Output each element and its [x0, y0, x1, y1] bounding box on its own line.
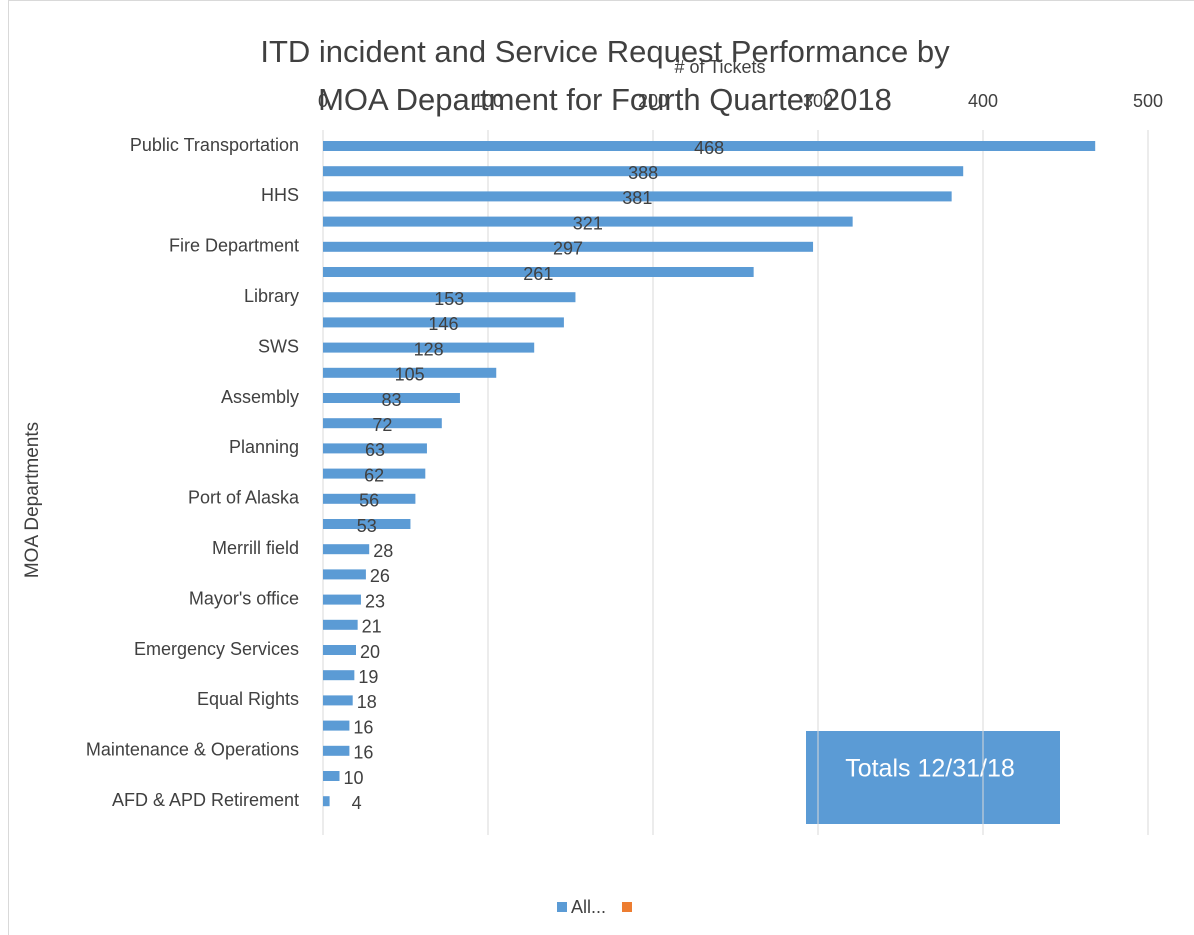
bar — [323, 166, 964, 177]
bar — [323, 393, 460, 403]
x-tick-label: 500 — [1133, 91, 1163, 111]
x-tick-label: 400 — [968, 91, 998, 111]
data-label: 21 — [362, 617, 382, 637]
y-tick-label: Library — [244, 286, 299, 306]
data-label: 297 — [553, 239, 583, 259]
bar — [323, 267, 754, 277]
y-tick-label: Maintenance & Operations — [86, 740, 299, 760]
data-label: 83 — [381, 390, 401, 410]
bar — [323, 418, 442, 429]
legend-swatch — [622, 902, 632, 912]
x-axis-label: # of Tickets — [674, 57, 765, 77]
bar — [323, 443, 427, 454]
bar — [323, 544, 370, 555]
bar — [323, 771, 340, 781]
y-tick-label: AFD & APD Retirement — [112, 790, 299, 810]
bar — [323, 594, 361, 605]
bar — [323, 141, 1096, 151]
bar — [323, 569, 366, 580]
data-label: 16 — [353, 717, 373, 737]
chart-title: ITD incident and Service Request Perform… — [260, 34, 950, 117]
bar — [323, 670, 355, 681]
data-label: 388 — [628, 163, 658, 183]
annotation-box — [806, 731, 1060, 824]
chart-frame — [8, 0, 1194, 935]
x-tick-label: 300 — [803, 91, 833, 111]
bar — [323, 645, 356, 655]
data-label: 16 — [353, 743, 373, 763]
data-label: 56 — [359, 491, 379, 511]
bar — [323, 695, 353, 706]
y-tick-label: Planning — [229, 437, 299, 457]
y-tick-label: Public Transportation — [130, 135, 299, 155]
y-tick-label: Fire Department — [169, 236, 299, 256]
y-tick-label: Port of Alaska — [188, 488, 300, 508]
data-label: 19 — [358, 667, 378, 687]
data-label: 321 — [573, 213, 603, 233]
bar — [323, 292, 576, 303]
data-label: 53 — [357, 516, 377, 536]
data-label: 261 — [523, 264, 553, 284]
data-label: 105 — [395, 365, 425, 385]
y-tick-label: Merrill field — [212, 538, 299, 558]
data-label: 146 — [428, 314, 458, 334]
data-label: 153 — [434, 289, 464, 309]
data-label: 128 — [414, 339, 444, 359]
bar — [323, 720, 350, 731]
data-label: 18 — [357, 692, 377, 712]
bar — [323, 493, 416, 504]
bar — [323, 796, 330, 807]
bar — [323, 191, 952, 202]
y-tick-label: Assembly — [221, 387, 299, 407]
y-tick-label: HHS — [261, 185, 299, 205]
bar — [323, 342, 535, 353]
data-label: 62 — [364, 465, 384, 485]
y-tick-label: Emergency Services — [134, 639, 299, 659]
data-label: 72 — [372, 415, 392, 435]
bar — [323, 241, 814, 252]
data-label: 381 — [622, 188, 652, 208]
bar — [323, 216, 853, 227]
legend-swatch — [557, 902, 567, 912]
x-tick-label: 100 — [473, 91, 503, 111]
y-tick-label: Mayor's office — [189, 588, 299, 608]
data-label: 468 — [694, 138, 724, 158]
data-label: 28 — [373, 541, 393, 561]
data-label: 4 — [352, 793, 362, 813]
data-label: 26 — [370, 566, 390, 586]
annotation: Totals 12/31/18 — [845, 755, 1015, 783]
bar — [323, 619, 358, 630]
bar — [323, 367, 497, 378]
x-tick-label: 0 — [318, 91, 328, 111]
y-tick-label: Equal Rights — [197, 689, 299, 709]
bar — [323, 519, 411, 529]
data-label: 63 — [365, 440, 385, 460]
y-tick-label: SWS — [258, 336, 299, 356]
bar — [323, 468, 426, 479]
data-label: 10 — [344, 768, 364, 788]
y-axis-label: MOA Departments — [22, 422, 43, 578]
data-label: 23 — [365, 591, 385, 611]
data-label: 20 — [360, 642, 380, 662]
bar — [323, 745, 350, 756]
bar — [323, 317, 564, 328]
x-tick-label: 200 — [638, 91, 668, 111]
legend-label: All... — [571, 897, 606, 917]
